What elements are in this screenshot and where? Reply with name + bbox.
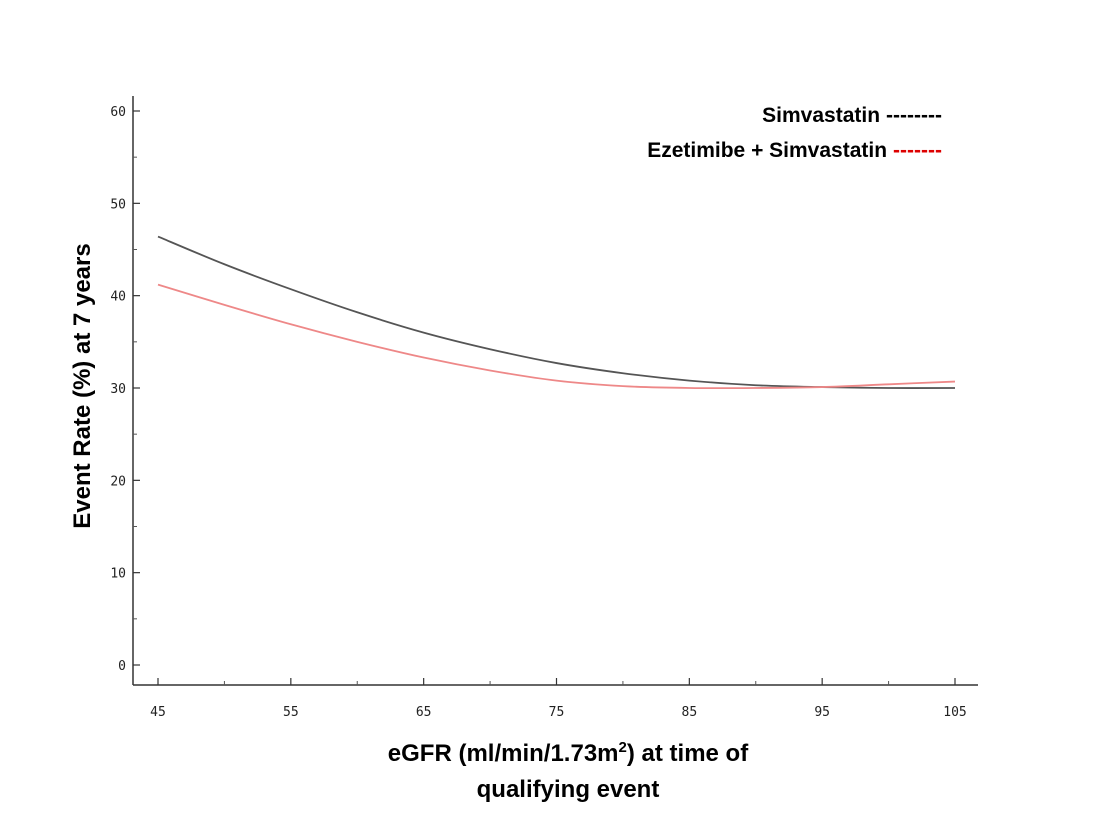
y-tick-label: 60 <box>110 105 126 120</box>
legend-label-ezetimibe-simvastatin: Ezetimibe + Simvastatin <box>647 139 887 162</box>
legend-dash-ezetimibe-simvastatin: ------- <box>893 139 942 162</box>
x-axis-title-superscript: 2 <box>619 739 627 756</box>
series-lines <box>157 235 956 390</box>
x-axis-title-text: eGFR (ml/min/1.73m <box>388 740 619 767</box>
x-axis-title-text-end: ) at time of <box>627 740 749 767</box>
y-axis-title: Event Rate (%) at 7 years <box>69 243 96 528</box>
x-tick-label: 105 <box>943 705 966 720</box>
legend: Simvastatin -------- Ezetimibe + Simvasta… <box>647 104 942 162</box>
legend-entry-ezetimibe-simvastatin: Ezetimibe + Simvastatin ------- <box>647 139 942 162</box>
x-tick-label: 75 <box>549 705 565 720</box>
y-tick-label: 10 <box>110 567 126 582</box>
y-tick-label: 30 <box>110 382 126 397</box>
series-line-ezetimibe-simvastatin <box>157 283 956 390</box>
axes <box>132 96 978 686</box>
x-tick-label: 55 <box>283 705 299 720</box>
legend-dash-simvastatin: -------- <box>886 104 942 127</box>
y-axis-ticks: 0 10 20 30 40 50 60 <box>110 105 140 674</box>
y-tick-label: 40 <box>110 290 126 305</box>
x-tick-label: 45 <box>150 705 166 720</box>
legend-entry-simvastatin: Simvastatin -------- <box>762 104 942 127</box>
y-tick-label: 20 <box>110 474 126 489</box>
x-tick-label: 65 <box>416 705 432 720</box>
legend-label-simvastatin: Simvastatin <box>762 104 880 127</box>
x-axis-title-line1: eGFR (ml/min/1.73m2) at time of <box>388 739 749 767</box>
x-tick-label: 85 <box>682 705 698 720</box>
x-tick-label: 95 <box>814 705 830 720</box>
x-axis-title-line2: qualifying event <box>477 776 660 803</box>
x-axis-ticks: 45 55 65 75 85 95 105 <box>150 678 967 720</box>
series-line-simvastatin <box>157 235 956 389</box>
y-tick-label: 0 <box>118 659 126 674</box>
y-tick-label: 50 <box>110 197 126 212</box>
